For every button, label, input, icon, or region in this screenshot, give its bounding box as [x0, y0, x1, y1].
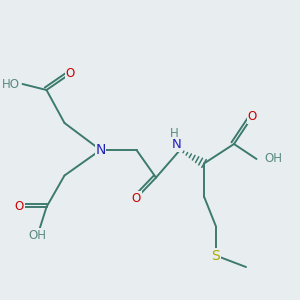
Text: O: O	[66, 67, 75, 80]
Text: OH: OH	[28, 229, 46, 242]
Text: OH: OH	[264, 152, 282, 166]
Text: O: O	[15, 200, 24, 214]
Text: O: O	[248, 110, 256, 124]
Text: N: N	[172, 138, 182, 151]
Text: H: H	[169, 127, 178, 140]
Text: N: N	[95, 143, 106, 157]
Text: HO: HO	[2, 77, 20, 91]
Text: O: O	[132, 191, 141, 205]
Text: S: S	[212, 249, 220, 262]
